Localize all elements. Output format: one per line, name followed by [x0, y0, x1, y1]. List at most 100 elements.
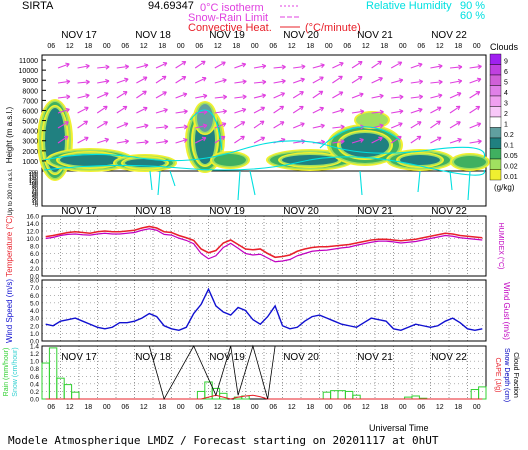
- wind-arrow-head: [242, 79, 247, 85]
- cloud-scale-label: 3: [504, 101, 508, 108]
- wind-arrow-head: [202, 123, 208, 129]
- legend-isotherm: 0°C isotherm: [200, 2, 264, 14]
- day-label: NOV 19: [209, 352, 245, 363]
- wind-arrow-head: [476, 77, 482, 83]
- wind-arrow: [391, 110, 404, 114]
- wind-arrow-head: [377, 60, 383, 66]
- hour-tick-label: 18: [158, 404, 166, 411]
- rain-bar: [478, 386, 487, 400]
- wind-arrow-head: [477, 139, 482, 145]
- wind-arrow: [57, 108, 70, 114]
- wind-arrow-head: [164, 124, 169, 130]
- wind-arrow-head: [299, 105, 304, 111]
- legend-rh: Relative Humidity: [366, 0, 452, 12]
- wind-arrow: [96, 92, 109, 99]
- wind-arrow: [116, 140, 129, 144]
- wind-arrow-head: [105, 64, 110, 70]
- hour-tick-label: 06: [195, 404, 203, 411]
- cloud-scale-label: 0.1: [504, 143, 514, 150]
- wind-arrow: [449, 121, 461, 129]
- wind-arrow: [332, 140, 345, 144]
- wind-arrow-head: [260, 136, 266, 142]
- panel-precipitation: 0.00.20.40.60.81.01.21.4 NOV 17 NOV 18 NOV…: [3, 344, 519, 434]
- wind-arrow: [449, 66, 462, 69]
- wind-arrow: [57, 121, 69, 129]
- wind-arrow: [391, 79, 403, 84]
- hour-tick-label: 12: [140, 43, 148, 50]
- wind-arrow: [214, 110, 227, 114]
- wind-arrow-head: [261, 63, 267, 69]
- wind-arrow-head: [142, 76, 148, 81]
- y-tick-label: 5.0: [30, 300, 39, 307]
- wind-arrow-head: [359, 109, 365, 115]
- snow-depth-axis-label: Snow Depth (cm): [503, 348, 510, 402]
- day-label: NOV 22: [431, 206, 467, 217]
- wind-arrow-head: [458, 64, 463, 70]
- hour-tick-label: 06: [343, 404, 351, 411]
- cloud-scale-cell: [489, 127, 502, 139]
- wind-arrow: [371, 111, 384, 114]
- hour-tick-label: 06: [121, 43, 129, 50]
- day-label: NOV 19: [209, 206, 245, 217]
- wind-arrow-head: [124, 139, 129, 145]
- wind-arrow: [312, 90, 324, 99]
- wind-arrow: [57, 135, 69, 144]
- y-tick-label: 0.2: [30, 389, 39, 396]
- cloud-scale-cell: [489, 95, 502, 107]
- wind-arrow-head: [183, 109, 188, 115]
- low-height-tick-label: 10: [32, 201, 38, 207]
- wind-arrow: [77, 136, 89, 144]
- hour-labels-bottom: 06 12 18 00 06 12 18 00 06 12 18 00 06 12 18 00 06 12 18 00…: [47, 404, 480, 411]
- wind-arrow: [430, 120, 441, 129]
- wind-arrow-head: [183, 124, 188, 130]
- wind-arrow: [312, 76, 324, 84]
- wind-arrow: [155, 140, 168, 144]
- cloud-scale-cell: [489, 148, 502, 160]
- wind-arrow: [351, 110, 364, 114]
- wind-arrow-head: [379, 93, 384, 99]
- wind-arrow: [273, 92, 285, 99]
- wind-arrow: [351, 76, 363, 84]
- y-tick-label: 0.0: [30, 397, 39, 404]
- height-tick-label: 9000: [22, 78, 38, 85]
- low-height-tick-label: 20: [32, 199, 38, 205]
- wind-arrow-head: [320, 63, 325, 69]
- wind-arrow-head: [261, 93, 267, 99]
- cloud-blob: [60, 154, 120, 166]
- wind-arrow-head: [320, 123, 325, 129]
- wind-arrow-head: [64, 121, 69, 126]
- wind-arrow: [469, 122, 481, 129]
- wind-arrow: [175, 61, 187, 69]
- hour-tick-label: 06: [417, 43, 425, 50]
- wind-arrow: [77, 81, 90, 84]
- cloud-blob: [400, 155, 440, 165]
- wind-arrow-head: [279, 105, 285, 111]
- height-tick-label: 6000: [22, 108, 38, 115]
- wind-arrow: [97, 138, 109, 144]
- wind-arrow-head: [436, 106, 442, 112]
- wind-arrow-head: [418, 94, 424, 100]
- temperature-axis: 0.02.04.06.08.010.012.014.016.0: [26, 214, 39, 281]
- wind-arrow-head: [318, 90, 324, 96]
- wind-arrow: [292, 122, 305, 129]
- wind-arrow: [194, 77, 207, 84]
- wind-arrow: [430, 81, 443, 84]
- wind-arrow: [273, 105, 284, 114]
- wind-arrow: [77, 106, 89, 114]
- height-axis: 1000 2000 3000 4000 5000 6000 7000 8000 9000 1000…: [19, 58, 46, 166]
- hour-tick-label: 06: [417, 404, 425, 411]
- y-tick-label: 12.0: [26, 229, 39, 236]
- wind-arrow: [77, 94, 90, 99]
- wind-arrow: [175, 110, 188, 114]
- wind-arrow: [234, 108, 246, 114]
- wind-arrow: [234, 121, 245, 129]
- low-height-tick-label: 60: [32, 190, 38, 196]
- hour-tick-label: 00: [103, 404, 111, 411]
- wind-arrow-head: [300, 77, 305, 83]
- day-label: NOV 17: [61, 30, 97, 41]
- rh-contour: [157, 170, 161, 196]
- wind-arrow-head: [162, 91, 167, 96]
- height-tick-label: 8000: [22, 88, 38, 95]
- wind-arrow: [273, 66, 286, 69]
- y-tick-label: 1.0: [30, 331, 39, 338]
